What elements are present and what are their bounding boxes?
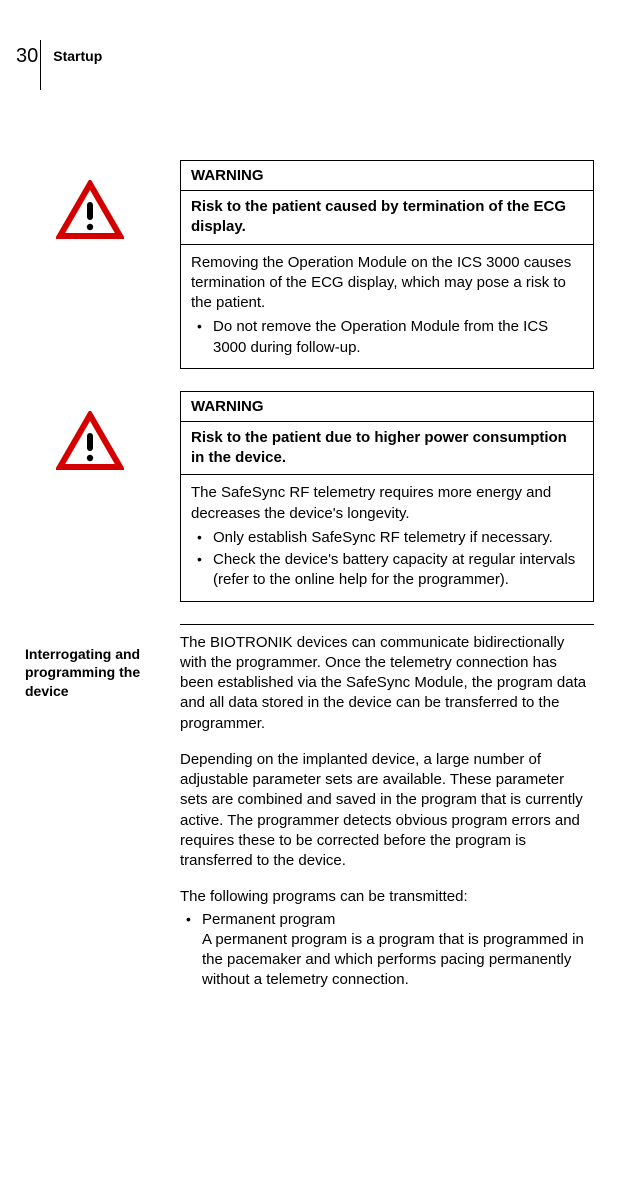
warning-desc: Removing the Operation Module on the ICS… — [191, 253, 583, 314]
warning-icon-col — [0, 160, 180, 369]
warning-box-2: WARNING Risk to the patient due to highe… — [180, 391, 594, 602]
warning-title: WARNING — [181, 392, 593, 422]
warning-bullet: Check the device's battery capacity at r… — [191, 550, 583, 591]
warning-body: The SafeSync RF telemetry requires more … — [181, 475, 593, 600]
sidebar-label: Interrogating and programming the device — [25, 645, 170, 702]
warning-title: WARNING — [181, 161, 593, 191]
warning-bullet: Do not remove the Operation Module from … — [191, 317, 583, 358]
program-desc: A permanent program is a program that is… — [180, 930, 594, 991]
warning-risk: Risk to the patient caused by terminatio… — [181, 191, 593, 245]
program-name: Permanent program — [202, 911, 335, 928]
sidebar-label-col: Interrogating and programming the device — [0, 633, 180, 991]
warning-bullet: Only establish SafeSync RF telemetry if … — [191, 528, 583, 548]
warning-body: Removing the Operation Module on the ICS… — [181, 245, 593, 368]
section-divider — [180, 624, 594, 625]
section-divider-row — [0, 624, 594, 625]
section-row: Interrogating and programming the device… — [0, 633, 594, 991]
warning-triangle-icon — [56, 411, 124, 476]
chapter-title: Startup — [53, 40, 102, 64]
body-paragraph-list: The following programs can be transmitte… — [180, 887, 594, 990]
program-item: Permanent program — [180, 910, 594, 930]
page-header: 30 Startup — [40, 40, 629, 90]
warning-icon-col — [0, 391, 180, 602]
warning-desc: The SafeSync RF telemetry requires more … — [191, 483, 583, 524]
list-intro: The following programs can be transmitte… — [180, 888, 468, 905]
content-area: WARNING Risk to the patient caused by te… — [0, 160, 629, 991]
body-paragraph: Depending on the implanted device, a lar… — [180, 750, 594, 872]
warning-triangle-icon — [56, 180, 124, 245]
body-paragraph: The BIOTRONIK devices can communicate bi… — [180, 633, 594, 734]
warning-risk: Risk to the patient due to higher power … — [181, 422, 593, 476]
page-number: 30 — [16, 40, 38, 68]
warning-box-1: WARNING Risk to the patient caused by te… — [180, 160, 594, 369]
warning-row-1: WARNING Risk to the patient caused by te… — [0, 160, 594, 369]
warning-row-2: WARNING Risk to the patient due to highe… — [0, 391, 594, 602]
